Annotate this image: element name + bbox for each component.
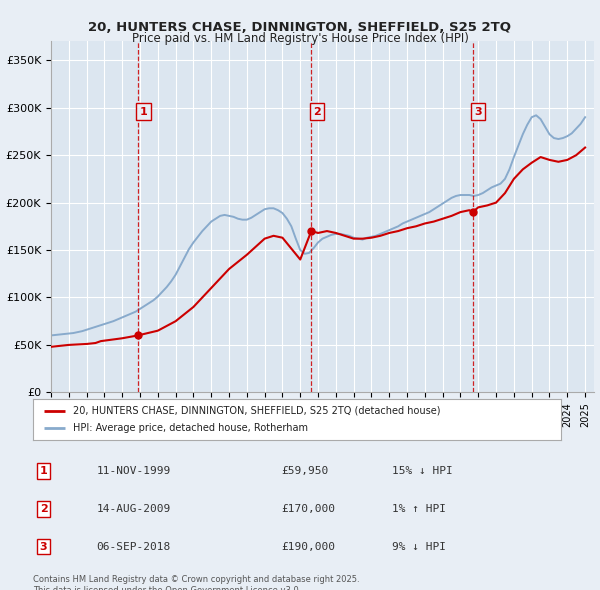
Text: £170,000: £170,000 (281, 504, 335, 514)
Text: 3: 3 (40, 542, 47, 552)
Text: Contains HM Land Registry data © Crown copyright and database right 2025.
This d: Contains HM Land Registry data © Crown c… (33, 575, 359, 590)
Text: 14-AUG-2009: 14-AUG-2009 (97, 504, 170, 514)
Text: 3: 3 (475, 107, 482, 116)
Text: 1: 1 (40, 466, 47, 476)
Text: HPI: Average price, detached house, Rotherham: HPI: Average price, detached house, Roth… (73, 423, 308, 433)
Text: 15% ↓ HPI: 15% ↓ HPI (392, 466, 453, 476)
Text: 1: 1 (139, 107, 147, 116)
Text: 06-SEP-2018: 06-SEP-2018 (97, 542, 170, 552)
Text: 1% ↑ HPI: 1% ↑ HPI (392, 504, 446, 514)
Text: £190,000: £190,000 (281, 542, 335, 552)
Point (133, 331, 143, 340)
Text: 11-NOV-1999: 11-NOV-1999 (97, 466, 170, 476)
Text: 9% ↓ HPI: 9% ↓ HPI (392, 542, 446, 552)
Text: 20, HUNTERS CHASE, DINNINGTON, SHEFFIELD, S25 2TQ (detached house): 20, HUNTERS CHASE, DINNINGTON, SHEFFIELD… (73, 406, 440, 416)
Point (307, 227, 316, 236)
Point (468, 207, 478, 217)
Text: 2: 2 (40, 504, 47, 514)
Text: 2: 2 (313, 107, 321, 116)
Text: 20, HUNTERS CHASE, DINNINGTON, SHEFFIELD, S25 2TQ: 20, HUNTERS CHASE, DINNINGTON, SHEFFIELD… (89, 21, 511, 34)
Text: £59,950: £59,950 (281, 466, 328, 476)
Text: Price paid vs. HM Land Registry's House Price Index (HPI): Price paid vs. HM Land Registry's House … (131, 32, 469, 45)
